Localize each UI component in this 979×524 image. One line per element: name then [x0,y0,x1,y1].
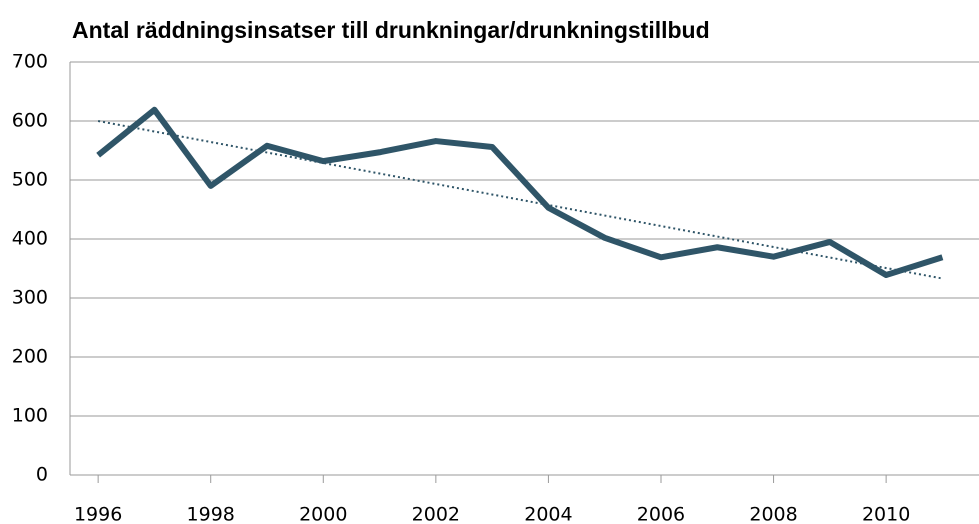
y-tick-label: 600 [12,110,48,132]
y-tick-label: 200 [12,346,48,368]
x-tick-label: 2010 [862,504,910,524]
x-tick-label: 2002 [412,504,460,524]
x-tick-label: 1998 [187,504,235,524]
y-tick-label: 100 [12,405,48,427]
x-tick-label: 1996 [74,504,122,524]
data-line [96,106,944,278]
y-tick-label: 300 [12,287,48,309]
x-tick-label: 2004 [524,504,572,524]
chart-title: Antal räddningsinsatser till drunkningar… [72,17,710,43]
trend-line [97,120,943,280]
y-tick-label: 700 [12,51,48,73]
x-tick-label: 2006 [637,504,685,524]
x-tick-label: 2008 [749,504,797,524]
y-tick-label: 400 [12,228,48,250]
x-tick-label: 2000 [299,504,347,524]
y-tick-label: 0 [36,464,48,486]
y-tick-label: 500 [12,169,48,191]
